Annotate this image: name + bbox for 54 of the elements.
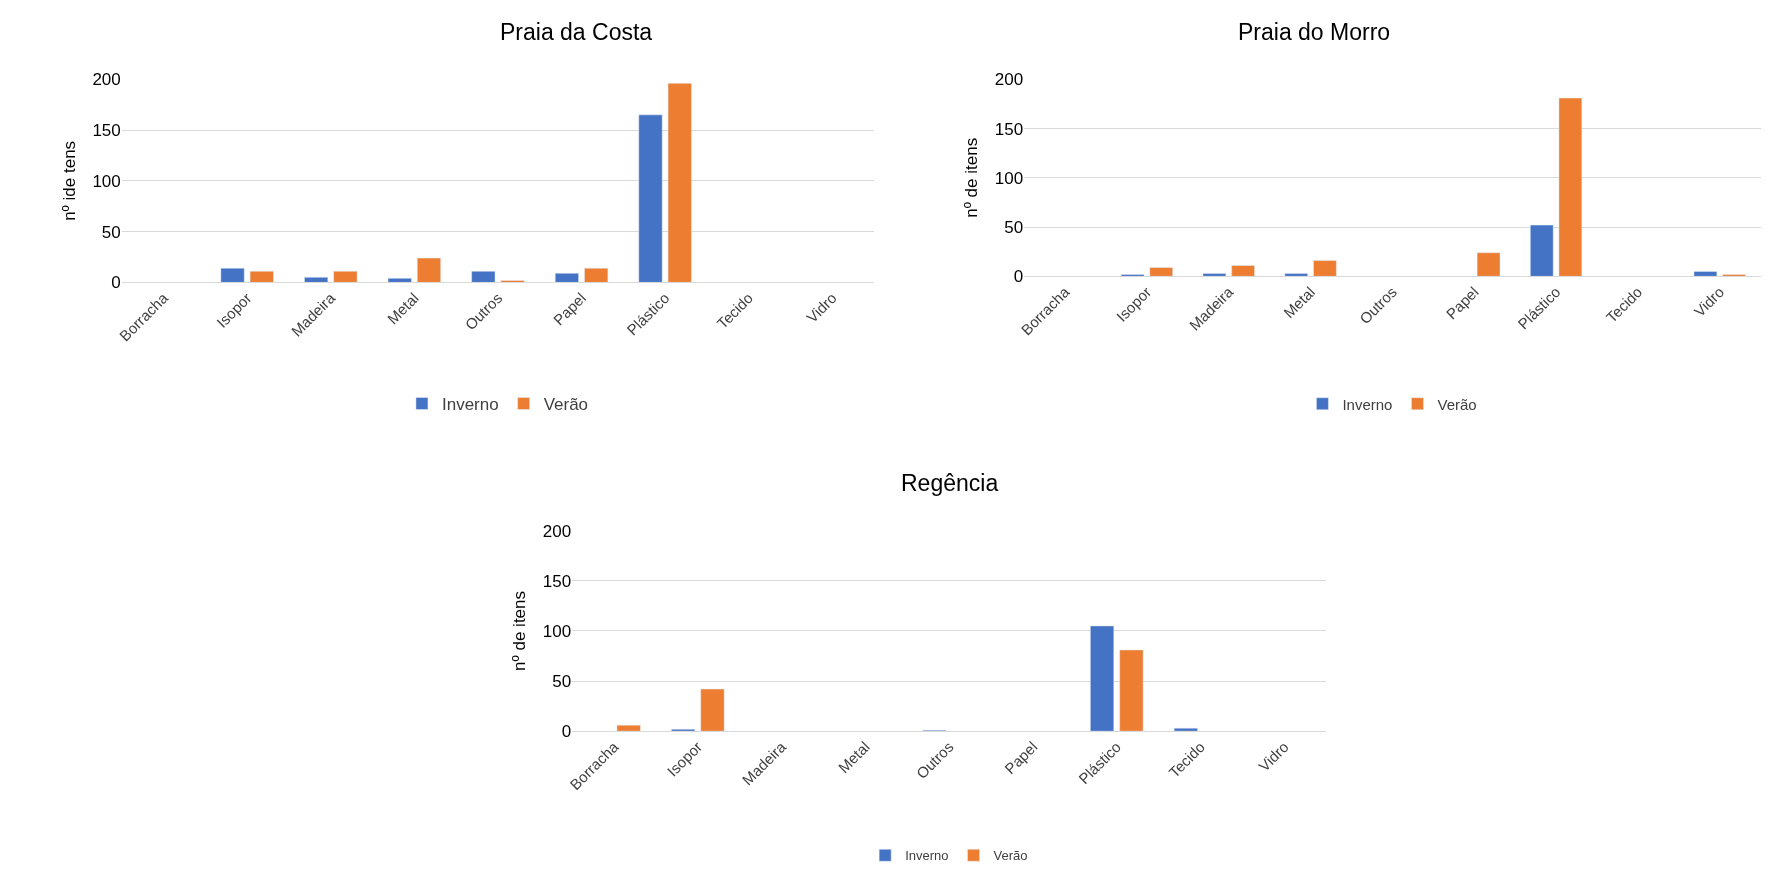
bar — [667, 83, 692, 283]
bar — [1284, 273, 1308, 277]
legend-label: Verão — [1437, 395, 1477, 413]
chart-title: Regência — [901, 470, 999, 496]
bar — [1173, 727, 1198, 732]
y-tick-label: 0 — [1013, 267, 1024, 287]
bar — [387, 278, 412, 283]
y-axis-title: nº de itens — [510, 590, 530, 671]
bar — [500, 280, 525, 283]
y-tick-label: 50 — [552, 672, 572, 691]
bar — [1313, 260, 1337, 277]
y-tick-label: 200 — [542, 521, 572, 541]
chart-title: Praia da Costa — [500, 19, 653, 45]
bar — [1119, 649, 1144, 732]
y-axis-title: nº de itens — [962, 137, 982, 218]
bar — [1476, 252, 1501, 277]
bar — [700, 688, 725, 732]
y-tick-label: 150 — [92, 121, 121, 141]
bar — [638, 114, 663, 283]
bar — [417, 257, 441, 283]
bar — [249, 271, 274, 283]
y-axis-title: nº ide tens — [59, 140, 79, 221]
bar — [333, 271, 358, 283]
bar — [554, 273, 579, 283]
y-tick-label: 0 — [561, 722, 572, 742]
y-tick-label: 200 — [994, 70, 1024, 90]
bar — [1090, 625, 1115, 732]
y-tick-label: 50 — [1004, 218, 1024, 238]
bar — [616, 724, 641, 732]
y-tick-label: 50 — [101, 222, 121, 242]
bar — [220, 267, 245, 283]
bar — [1693, 271, 1718, 277]
legend-label: Inverno — [1342, 395, 1393, 413]
legend-label: Inverno — [905, 848, 949, 864]
bar — [584, 267, 609, 283]
bar — [671, 728, 696, 732]
chart-title: Praia do Morro — [1238, 19, 1391, 45]
y-tick-label: 0 — [111, 273, 121, 293]
y-tick-label: 100 — [92, 171, 121, 191]
bar — [1202, 273, 1227, 277]
y-tick-label: 100 — [994, 168, 1024, 188]
bar — [304, 277, 329, 283]
bar — [1530, 224, 1554, 277]
bar — [1231, 265, 1255, 277]
y-tick-label: 200 — [92, 70, 121, 90]
legend-label: Verão — [543, 395, 589, 415]
y-tick-label: 150 — [542, 571, 572, 591]
bar — [1149, 267, 1173, 277]
bar — [1558, 97, 1583, 277]
y-tick-label: 150 — [994, 119, 1024, 139]
legend-label: Verão — [993, 848, 1028, 864]
legend-label: Inverno — [441, 395, 499, 415]
bar — [471, 271, 496, 283]
y-tick-label: 100 — [542, 621, 572, 641]
